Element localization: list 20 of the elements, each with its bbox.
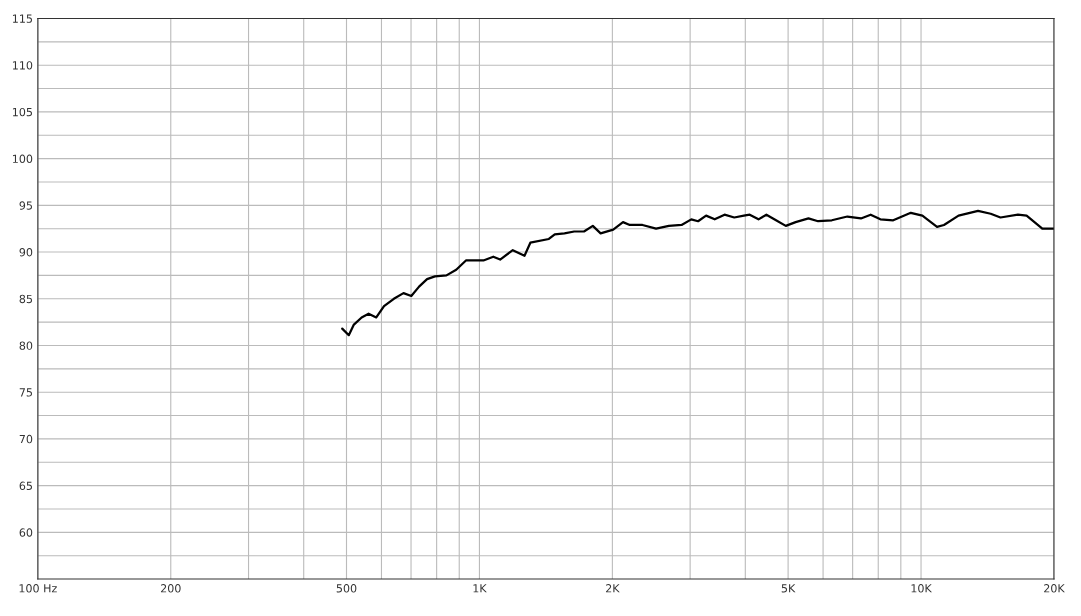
- y-tick-label: 95: [19, 201, 32, 210]
- x-tick-label: 5K: [781, 584, 796, 593]
- y-tick-label: 80: [19, 341, 33, 350]
- y-tick-label: 100: [12, 154, 33, 163]
- y-tick-label: 90: [19, 248, 33, 257]
- x-tick-label: 20K: [1044, 584, 1065, 593]
- y-tick-label: 60: [19, 528, 33, 537]
- y-tick-label: 70: [19, 434, 33, 444]
- y-tick-label: 110: [12, 61, 33, 70]
- y-tick-label: 105: [12, 107, 32, 117]
- y-tick-label: 75: [19, 388, 32, 397]
- x-tick-label: 100 Hz: [19, 584, 57, 593]
- y-tick-label: 85: [19, 294, 32, 304]
- x-tick-label: 1K: [473, 584, 487, 593]
- x-tick-label: 10K: [911, 584, 932, 593]
- y-tick-label: 65: [19, 481, 32, 490]
- x-tick-label: 200: [160, 584, 181, 593]
- x-tick-label: 2K: [606, 584, 620, 593]
- y-tick-label: 115: [12, 14, 32, 23]
- x-tick-label: 500: [336, 584, 357, 593]
